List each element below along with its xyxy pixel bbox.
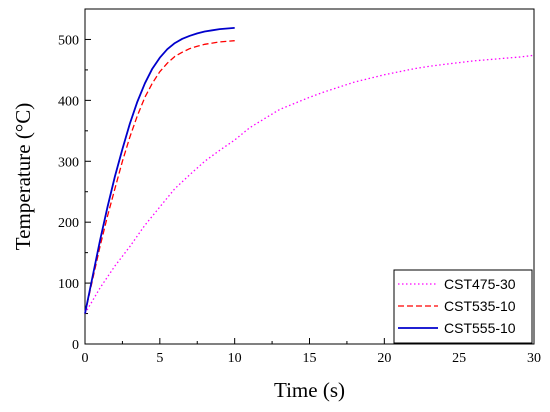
- x-tick-label: 10: [228, 351, 242, 366]
- x-tick-label: 5: [156, 351, 163, 366]
- legend-label: CST475-30: [444, 276, 516, 292]
- x-tick-label: 25: [452, 351, 466, 366]
- y-tick-label: 300: [58, 155, 79, 170]
- x-tick-label: 20: [377, 351, 391, 366]
- y-axis: 0 100 200 300 400 500: [58, 33, 91, 353]
- series-line: [84, 54, 535, 314]
- x-tick-label: 15: [303, 351, 317, 366]
- legend-label: CST555-10: [444, 320, 516, 336]
- x-axis: 0 5 10 15 20 25 30: [82, 338, 541, 366]
- y-tick-label: 0: [72, 338, 79, 353]
- series-layer: [84, 27, 535, 314]
- legend: CST475-30 CST535-10 CST555-10: [393, 269, 533, 344]
- series-line: [84, 40, 235, 314]
- y-tick-label: 100: [58, 277, 79, 292]
- series-line: [84, 27, 235, 314]
- x-axis-title: Time (s): [274, 378, 345, 402]
- y-tick-label: 200: [58, 216, 79, 231]
- y-tick-label: 500: [58, 33, 79, 48]
- x-tick-label: 30: [527, 351, 541, 366]
- legend-label: CST535-10: [444, 298, 516, 314]
- y-axis-title: Temperature (°C): [11, 103, 35, 250]
- y-tick-label: 400: [58, 94, 79, 109]
- x-tick-label: 0: [82, 351, 89, 366]
